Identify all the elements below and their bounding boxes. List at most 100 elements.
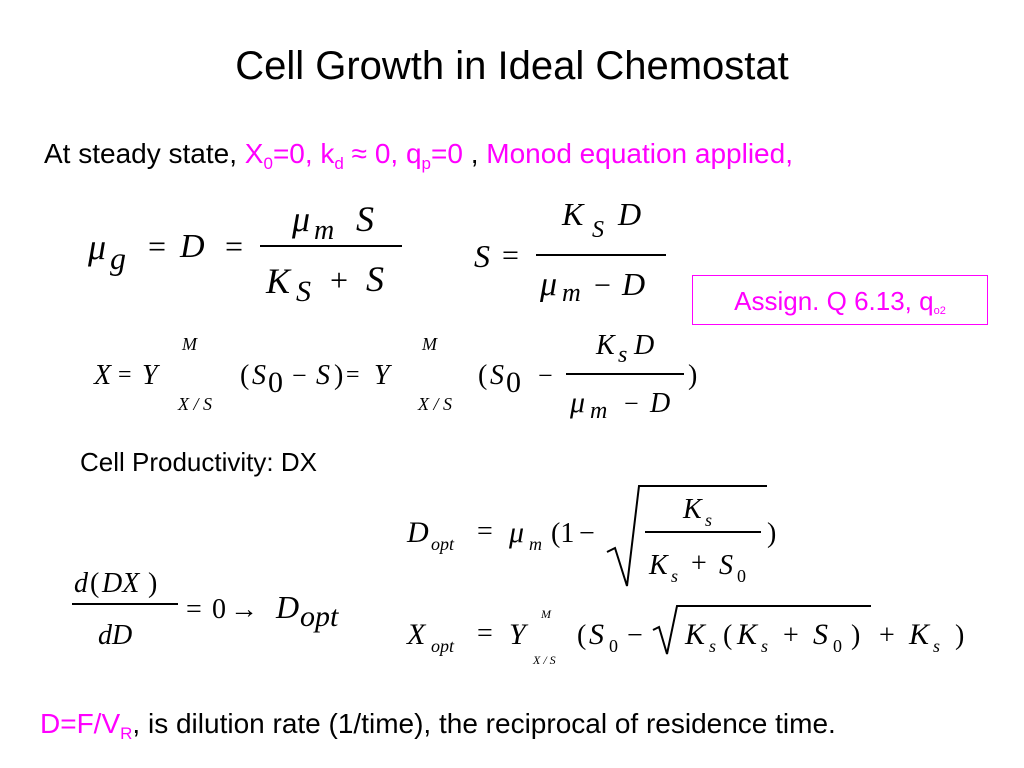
dilution-rate-symbol: D=F/VR bbox=[40, 708, 133, 743]
equation-productivity-derivative: d ( DX ) dD = 0 → D opt bbox=[72, 568, 339, 651]
svg-text:μ: μ bbox=[508, 516, 524, 549]
svg-text:X: X bbox=[406, 618, 427, 651]
svg-text:S: S bbox=[366, 259, 384, 299]
svg-text:S: S bbox=[490, 360, 504, 391]
equation-biomass-concentration: X = Y M X / S ( S 0 − S ) = Y M X / S ( … bbox=[93, 330, 697, 424]
svg-text:S: S bbox=[719, 550, 733, 581]
svg-text:Y: Y bbox=[509, 618, 529, 651]
svg-text:0: 0 bbox=[833, 636, 842, 656]
svg-text:D: D bbox=[406, 516, 429, 549]
svg-text:+: + bbox=[783, 620, 799, 651]
svg-text:K: K bbox=[682, 494, 703, 525]
svg-text:m: m bbox=[314, 215, 334, 246]
svg-text:M: M bbox=[181, 334, 198, 354]
svg-text:K: K bbox=[908, 618, 931, 651]
svg-text:D: D bbox=[621, 266, 645, 302]
svg-text:): ) bbox=[334, 360, 343, 391]
svg-text:−: − bbox=[292, 361, 307, 390]
svg-text:+: + bbox=[330, 262, 348, 298]
svg-text:): ) bbox=[767, 518, 776, 549]
cell-productivity-label: Cell Productivity: DX bbox=[80, 447, 317, 477]
svg-text:): ) bbox=[688, 360, 697, 391]
svg-text:=: = bbox=[346, 362, 360, 388]
svg-text:(: ( bbox=[723, 620, 732, 651]
svg-text:opt: opt bbox=[431, 636, 455, 656]
svg-text:): ) bbox=[851, 620, 860, 651]
svg-text:0: 0 bbox=[506, 366, 521, 399]
svg-text:μ: μ bbox=[569, 386, 585, 419]
svg-text:S: S bbox=[316, 360, 330, 391]
equation-substrate-steady-state: S = K S D μ m − D bbox=[474, 196, 666, 307]
svg-text:d: d bbox=[74, 568, 89, 599]
svg-text:D: D bbox=[275, 589, 299, 625]
svg-text:=: = bbox=[118, 362, 132, 388]
svg-text:s: s bbox=[761, 636, 768, 656]
svg-text:): ) bbox=[148, 568, 157, 599]
svg-text:−: − bbox=[594, 269, 611, 302]
assignment-box: Assign. Q 6.13, qo2 bbox=[692, 275, 988, 325]
svg-text:=: = bbox=[477, 516, 493, 547]
steady-state-prefix: At steady state, bbox=[44, 138, 237, 169]
svg-text:D: D bbox=[617, 196, 641, 232]
svg-text:→: → bbox=[230, 594, 258, 625]
svg-text:μ: μ bbox=[87, 227, 106, 267]
equation-optimal-dilution-rate: D opt = μ m (1 − K s K s + S 0 ) bbox=[406, 485, 776, 587]
svg-text:s: s bbox=[709, 636, 716, 656]
dilution-rate-definition: D=F/VR, is dilution rate (1/time), the r… bbox=[40, 708, 836, 744]
svg-text:0: 0 bbox=[737, 566, 746, 586]
svg-text:K: K bbox=[265, 261, 292, 301]
svg-text:dD: dD bbox=[98, 620, 132, 651]
svg-text:K: K bbox=[684, 618, 707, 651]
svg-text:): ) bbox=[955, 620, 964, 651]
svg-text:(1: (1 bbox=[551, 518, 574, 549]
svg-text:s: s bbox=[705, 510, 712, 530]
dilution-rate-description: , is dilution rate (1/time), the recipro… bbox=[132, 708, 836, 739]
svg-text:s: s bbox=[618, 342, 627, 368]
svg-text:D: D bbox=[649, 388, 670, 419]
svg-text:μ: μ bbox=[539, 266, 557, 303]
svg-text:D: D bbox=[179, 228, 205, 265]
svg-text:s: s bbox=[933, 636, 940, 656]
svg-text:=: = bbox=[148, 228, 166, 264]
svg-text:S: S bbox=[296, 275, 311, 308]
svg-text:m: m bbox=[529, 534, 542, 554]
svg-text:0: 0 bbox=[268, 366, 283, 399]
svg-text:M: M bbox=[540, 607, 552, 621]
svg-text:−: − bbox=[579, 518, 595, 549]
svg-text:K: K bbox=[561, 196, 585, 232]
svg-text:μ: μ bbox=[291, 199, 310, 239]
svg-text:X / S: X / S bbox=[417, 394, 452, 414]
svg-text:(: ( bbox=[577, 620, 586, 651]
svg-text:=: = bbox=[477, 618, 493, 649]
svg-text:=: = bbox=[186, 594, 202, 625]
svg-text:=: = bbox=[502, 239, 519, 272]
svg-text:−: − bbox=[624, 389, 639, 418]
svg-text:+: + bbox=[691, 548, 707, 579]
slide-title: Cell Growth in Ideal Chemostat bbox=[235, 44, 789, 88]
svg-text:S: S bbox=[252, 360, 266, 391]
steady-state-comma: , bbox=[470, 138, 479, 169]
svg-text:m: m bbox=[590, 398, 607, 424]
svg-text:+: + bbox=[879, 620, 895, 651]
svg-text:DX: DX bbox=[101, 568, 140, 599]
svg-text:m: m bbox=[562, 278, 581, 307]
svg-text:X / S: X / S bbox=[177, 394, 212, 414]
equation-monod-growth: μ g = D = μ m S K S + S bbox=[87, 199, 402, 308]
svg-text:D: D bbox=[633, 330, 654, 361]
svg-text:K: K bbox=[648, 550, 669, 581]
svg-text:M: M bbox=[421, 334, 438, 354]
svg-text:X: X bbox=[93, 360, 112, 391]
svg-text:−: − bbox=[627, 620, 643, 651]
svg-text:−: − bbox=[538, 361, 553, 390]
svg-text:=: = bbox=[225, 228, 243, 264]
svg-text:opt: opt bbox=[431, 534, 455, 554]
svg-text:0: 0 bbox=[212, 594, 226, 625]
svg-text:K: K bbox=[736, 618, 759, 651]
svg-text:Y: Y bbox=[142, 360, 161, 391]
svg-text:S: S bbox=[813, 618, 828, 651]
svg-text:S: S bbox=[592, 217, 604, 243]
equation-optimal-biomass: X opt = Y M X / S ( S 0 − K s ( K s + S … bbox=[406, 605, 964, 667]
svg-text:s: s bbox=[671, 566, 678, 586]
monod-note: Monod equation applied, bbox=[486, 138, 793, 169]
svg-text:(: ( bbox=[240, 360, 249, 391]
